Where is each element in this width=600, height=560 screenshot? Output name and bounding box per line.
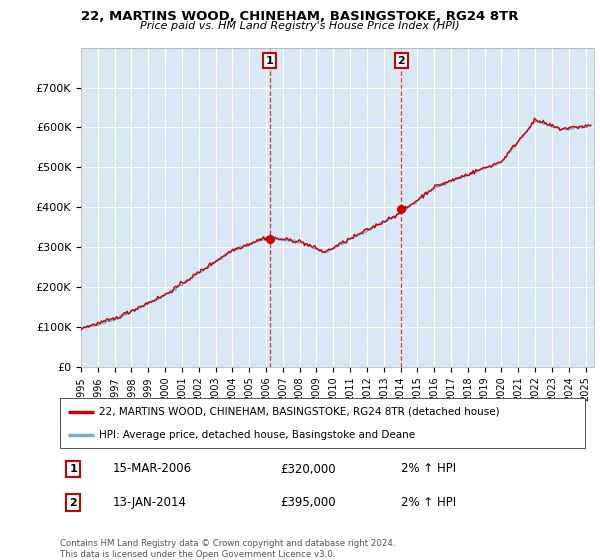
Text: 2% ↑ HPI: 2% ↑ HPI	[401, 496, 457, 509]
Text: 13-JAN-2014: 13-JAN-2014	[113, 496, 187, 509]
Text: 2: 2	[397, 55, 405, 66]
Text: 1: 1	[69, 464, 77, 474]
Text: 1: 1	[266, 55, 274, 66]
Text: 2: 2	[69, 498, 77, 507]
Text: 2% ↑ HPI: 2% ↑ HPI	[401, 463, 457, 475]
Text: Price paid vs. HM Land Registry's House Price Index (HPI): Price paid vs. HM Land Registry's House …	[140, 21, 460, 31]
Text: HPI: Average price, detached house, Basingstoke and Deane: HPI: Average price, detached house, Basi…	[100, 431, 415, 440]
Text: £395,000: £395,000	[281, 496, 336, 509]
Text: 22, MARTINS WOOD, CHINEHAM, BASINGSTOKE, RG24 8TR: 22, MARTINS WOOD, CHINEHAM, BASINGSTOKE,…	[81, 10, 519, 23]
Text: £320,000: £320,000	[281, 463, 336, 475]
Text: Contains HM Land Registry data © Crown copyright and database right 2024.
This d: Contains HM Land Registry data © Crown c…	[60, 539, 395, 559]
Text: 15-MAR-2006: 15-MAR-2006	[113, 463, 191, 475]
Text: 22, MARTINS WOOD, CHINEHAM, BASINGSTOKE, RG24 8TR (detached house): 22, MARTINS WOOD, CHINEHAM, BASINGSTOKE,…	[100, 407, 500, 417]
